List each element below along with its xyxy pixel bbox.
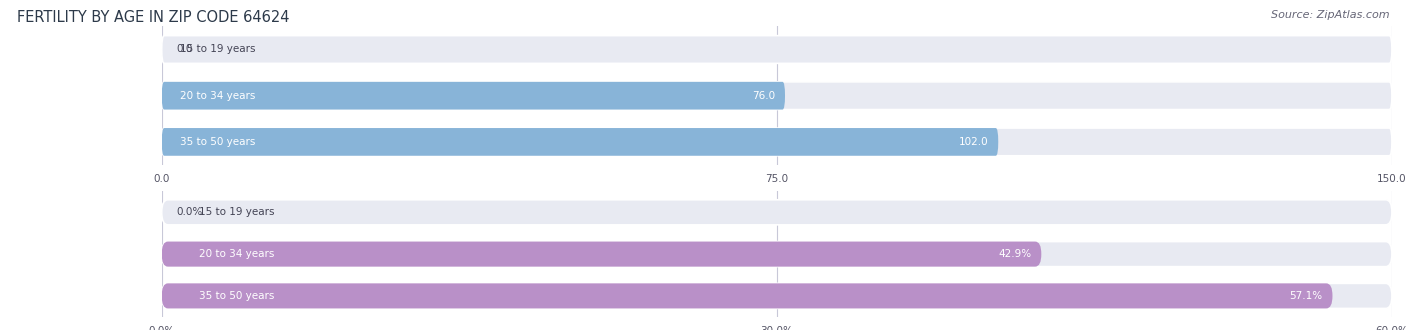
Text: 35 to 50 years: 35 to 50 years <box>198 291 274 301</box>
FancyBboxPatch shape <box>162 200 1392 225</box>
FancyBboxPatch shape <box>162 242 1392 267</box>
FancyBboxPatch shape <box>162 36 1392 63</box>
FancyBboxPatch shape <box>162 82 1392 110</box>
Text: Source: ZipAtlas.com: Source: ZipAtlas.com <box>1271 10 1389 20</box>
Text: 102.0: 102.0 <box>959 137 988 147</box>
FancyBboxPatch shape <box>162 128 998 156</box>
FancyBboxPatch shape <box>162 283 1333 309</box>
Text: 15 to 19 years: 15 to 19 years <box>180 45 256 54</box>
Text: 42.9%: 42.9% <box>998 249 1032 259</box>
Text: 0.0: 0.0 <box>177 45 193 54</box>
Text: 15 to 19 years: 15 to 19 years <box>198 207 274 217</box>
FancyBboxPatch shape <box>162 128 1392 156</box>
Text: 57.1%: 57.1% <box>1289 291 1323 301</box>
Text: 20 to 34 years: 20 to 34 years <box>180 91 256 101</box>
Text: FERTILITY BY AGE IN ZIP CODE 64624: FERTILITY BY AGE IN ZIP CODE 64624 <box>17 10 290 25</box>
Text: 76.0: 76.0 <box>752 91 775 101</box>
Text: 0.0%: 0.0% <box>177 207 202 217</box>
FancyBboxPatch shape <box>162 283 1392 309</box>
FancyBboxPatch shape <box>162 82 785 110</box>
Text: 20 to 34 years: 20 to 34 years <box>198 249 274 259</box>
FancyBboxPatch shape <box>162 242 1042 267</box>
Text: 35 to 50 years: 35 to 50 years <box>180 137 256 147</box>
